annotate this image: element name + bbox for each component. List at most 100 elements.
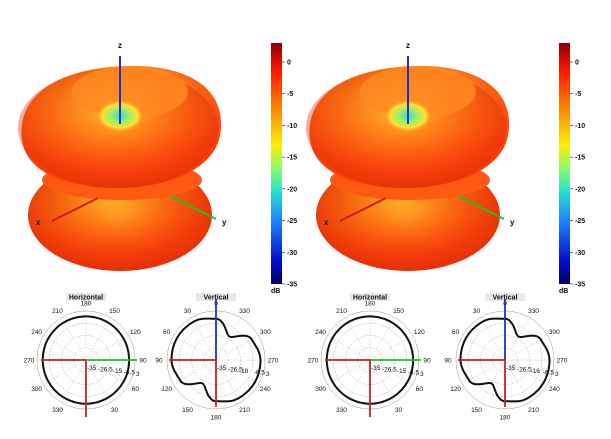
colorbar-unit: dB: [271, 288, 280, 295]
polar-radial-label: -16: [531, 368, 541, 375]
polar-title-bg: [485, 293, 525, 301]
polar-radial-label: -35: [506, 365, 516, 372]
polar-spoke: [61, 317, 87, 361]
polar-title: Horizontal: [353, 295, 387, 302]
colorbar-tick-label: -20: [575, 186, 585, 193]
polar-angle-label: 270: [268, 358, 279, 365]
polar-title: Vertical: [493, 295, 518, 302]
polar-radial-label: -18: [239, 368, 249, 375]
polar-angle-label: 330: [336, 407, 347, 414]
polar-spoke: [480, 317, 506, 361]
colorbar: [271, 43, 282, 284]
polar-radial-label: -35: [217, 365, 227, 372]
polar-radial-label: -6.5: [408, 370, 420, 377]
polar-angle-label: 210: [239, 407, 250, 414]
polar-angle-label: 180: [365, 301, 376, 308]
polar-spoke: [191, 317, 217, 361]
polar-angle-label: 150: [471, 407, 482, 414]
y-axis-line: [169, 195, 217, 220]
polar-angle-label: 90: [423, 358, 431, 365]
colorbar-tick-label: -15: [575, 155, 585, 162]
polar-spoke: [215, 317, 241, 361]
colorbar-tick-label: -35: [287, 282, 297, 289]
polar-spoke: [85, 317, 111, 361]
colorbar-unit: dB: [559, 288, 568, 295]
polar-spoke: [215, 359, 241, 403]
polar-angle-label: 30: [473, 308, 481, 315]
polar-angle-label: 240: [260, 386, 271, 393]
colorbar-tick-label: -30: [287, 250, 297, 257]
polar-angle-label: 270: [308, 358, 319, 365]
polar-angle-label: 210: [528, 407, 539, 414]
polar-spoke: [462, 359, 506, 385]
polar-vertical-left: Vertical3003303002702402101801501209060-…: [155, 293, 279, 422]
3d-pattern-right: x y z 0 -5 -10 -15 -20 -25 -30 -35 dB: [306, 41, 585, 295]
polar-radial-label: 3: [136, 371, 140, 378]
y-axis-line: [457, 195, 505, 220]
colorbar-tick-label: -10: [575, 123, 585, 130]
polar-angle-label: 210: [52, 308, 63, 315]
colorbar-tick-label: -35: [575, 282, 585, 289]
polar-title-bg: [196, 293, 236, 301]
polar-angle-label: 180: [81, 301, 92, 308]
polar-angle-label: 240: [31, 329, 42, 336]
colorbar-tick-label: 0: [575, 60, 579, 67]
polar-spoke: [480, 359, 506, 403]
polar-radial-label: -26.5: [517, 367, 532, 374]
x-axis-line: [339, 197, 387, 222]
polar-spoke: [369, 359, 413, 385]
polar-spoke: [504, 335, 548, 361]
polar-angle-label: 60: [416, 386, 424, 393]
polar-angle-label: 90: [139, 358, 147, 365]
polar-radial-label: -15: [113, 368, 123, 375]
polar-angle-label: 60: [132, 386, 140, 393]
colorbar-tick-label: -10: [287, 123, 297, 130]
polar-radial-label: -26.5: [382, 367, 397, 374]
polar-angle-label: 270: [557, 358, 568, 365]
polar-angle-label: 210: [336, 308, 347, 315]
polar-angle-label: 150: [109, 308, 120, 315]
polar-angle-label: 30: [184, 308, 192, 315]
polar-angle-label: 30: [111, 407, 119, 414]
colorbar-tick-label: -25: [575, 218, 585, 225]
polar-radial-label: 3: [555, 371, 559, 378]
y-axis-label: y: [510, 218, 515, 227]
polar-radial-label: -35: [87, 365, 97, 372]
torus-top: [360, 66, 476, 118]
polar-angle-label: 330: [52, 407, 63, 414]
polar-spoke: [43, 335, 87, 361]
polar-angle-label: 120: [130, 329, 141, 336]
polar-angle-label: 300: [315, 386, 326, 393]
polar-angle-label: 150: [182, 407, 193, 414]
polar-angle-label: 60: [163, 329, 171, 336]
x-axis-line: [51, 197, 99, 222]
polar-radial-label: 3: [420, 371, 424, 378]
polar-angle-label: 120: [450, 386, 461, 393]
polar-angle-label: 90: [155, 358, 163, 365]
colorbar: [559, 43, 570, 284]
polar-radial-label: -26.5: [98, 367, 113, 374]
3d-pattern-left: x y z 0 -5 -10 -15 -20 -25 -30 -35 dB: [18, 41, 297, 295]
polar-radial-label: -6.5: [124, 370, 136, 377]
polar-spoke: [215, 335, 259, 361]
polar-angle-label: 240: [549, 386, 560, 393]
polar-spoke: [504, 359, 548, 385]
polar-spoke: [43, 359, 87, 385]
polar-angle-label: 180: [211, 415, 222, 422]
colorbar-tick-label: -25: [287, 218, 297, 225]
polar-angle-label: 240: [315, 329, 326, 336]
polar-spoke: [61, 359, 87, 403]
polar-angle-label: 120: [414, 329, 425, 336]
polar-spoke: [369, 317, 395, 361]
polar-title-bg: [350, 293, 390, 301]
polar-radial-label: 3: [266, 371, 270, 378]
z-axis-label: z: [406, 41, 410, 50]
polar-title-bg: [66, 293, 106, 301]
polar-angle-label: 90: [444, 358, 452, 365]
polar-angle-label: 30: [395, 407, 403, 414]
polar-title: Vertical: [204, 295, 229, 302]
polar-angle-label: 270: [24, 358, 35, 365]
